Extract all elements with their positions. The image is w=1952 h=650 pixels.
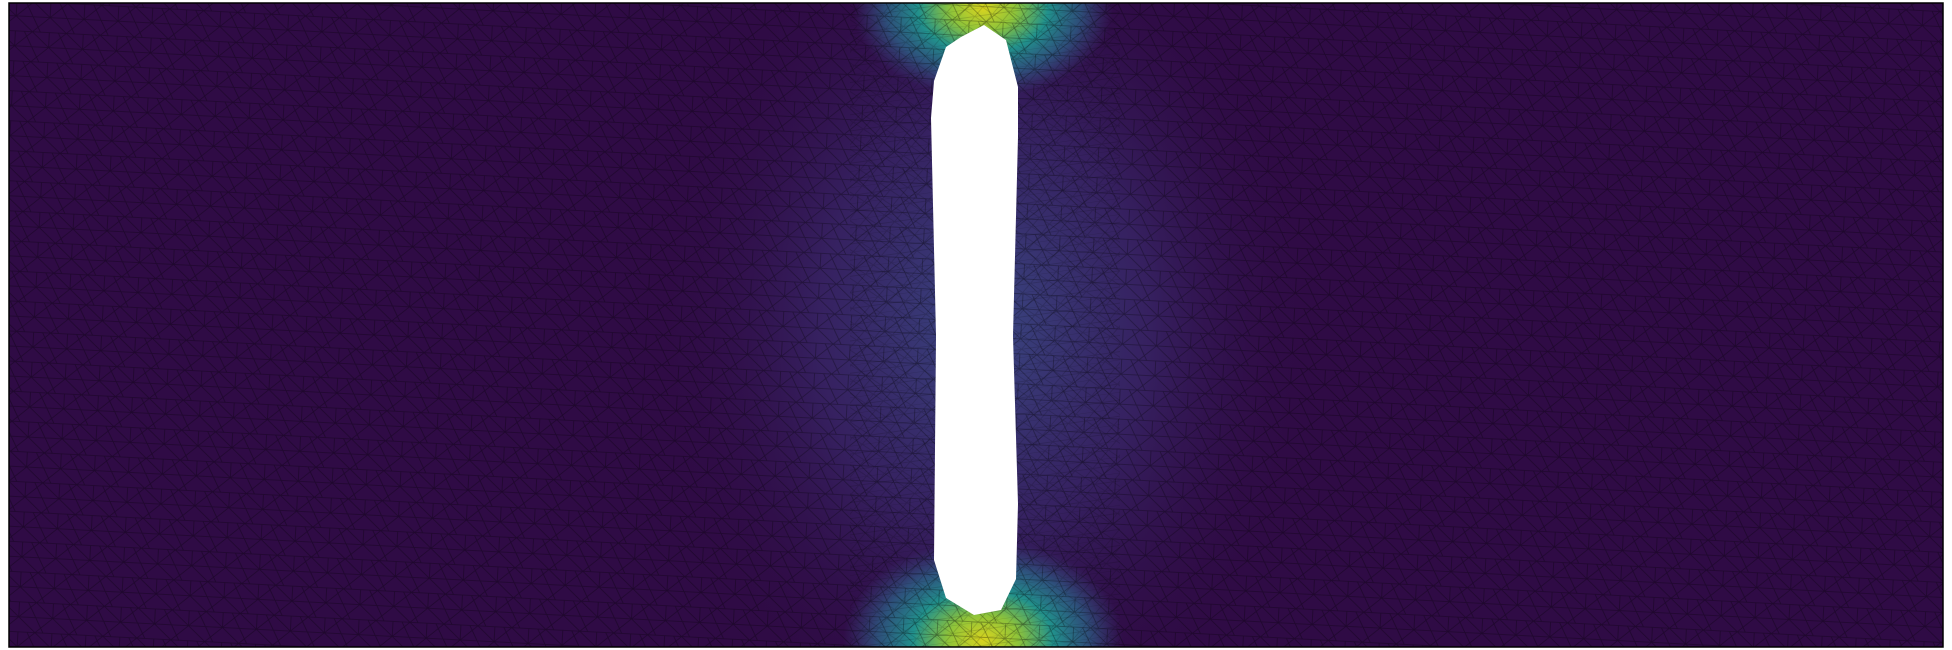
hole: [931, 25, 1018, 615]
domain-border: [8, 2, 1944, 648]
